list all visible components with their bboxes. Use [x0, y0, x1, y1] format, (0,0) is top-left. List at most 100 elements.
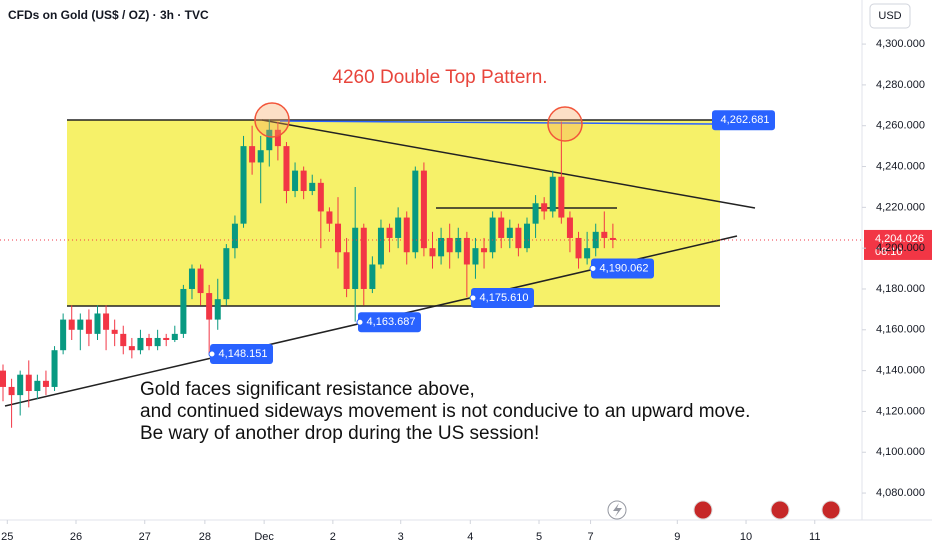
- candle-body: [481, 248, 488, 253]
- candle-body: [541, 203, 548, 212]
- candle-body: [77, 319, 84, 330]
- top-circle: [254, 102, 290, 138]
- x-tick-label: 5: [536, 531, 542, 543]
- x-tick-label: 7: [587, 531, 593, 543]
- candle-body: [42, 380, 49, 387]
- candle-body: [498, 217, 505, 238]
- descending-trendline: [261, 119, 756, 209]
- us-flag-icon[interactable]: [693, 500, 713, 520]
- analysis-text: Be wary of another drop during the US se…: [140, 423, 539, 444]
- candle-body: [163, 337, 170, 340]
- candle-body: [240, 146, 247, 224]
- candle-body: [85, 319, 92, 334]
- candle-body: [197, 268, 204, 294]
- candle-body: [34, 380, 41, 392]
- currency-box[interactable]: [869, 3, 911, 29]
- candle-body: [609, 237, 616, 240]
- y-tick-label: 4,280.000: [876, 79, 925, 91]
- candle-body: [206, 293, 213, 320]
- candle-body: [395, 217, 402, 238]
- lightning-icon: [613, 503, 622, 517]
- candle-body: [17, 374, 24, 396]
- candle-body: [266, 129, 273, 151]
- candle-body: [420, 170, 427, 249]
- candle-body: [592, 231, 599, 249]
- candle-body: [94, 313, 101, 334]
- candle-body: [566, 217, 573, 238]
- candle-body: [575, 237, 582, 259]
- candle-body: [111, 329, 118, 334]
- candle-body: [292, 170, 299, 192]
- candle-body: [188, 268, 195, 289]
- candle-body: [472, 248, 479, 265]
- candle-body: [584, 248, 591, 259]
- x-tick-label: 27: [139, 531, 151, 543]
- candle-body: [274, 129, 281, 147]
- candle-body: [309, 182, 316, 192]
- y-tick-label: 4,100.000: [876, 446, 925, 458]
- price-label: 4,175.610: [480, 292, 529, 304]
- candle-body: [51, 350, 58, 387]
- candle-body: [283, 146, 290, 192]
- price-label-box: [591, 258, 654, 279]
- candle-body: [343, 252, 350, 289]
- candle-body: [601, 231, 608, 238]
- analysis-text: and continued sideways movement is not c…: [140, 401, 750, 422]
- price-label-box: [358, 312, 421, 333]
- y-tick-label: 4,220.000: [876, 201, 925, 213]
- x-tick-label: 11: [809, 531, 820, 543]
- y-tick-label: 4,200.000: [876, 242, 925, 254]
- candle-body: [403, 217, 410, 253]
- y-tick-label: 4,120.000: [876, 405, 925, 417]
- x-tick-label: 9: [674, 531, 680, 543]
- candle-body: [180, 288, 187, 334]
- currency[interactable]: USD: [878, 10, 901, 22]
- price-label-box: [471, 287, 534, 308]
- candle-body: [300, 170, 307, 192]
- top-circle: [547, 106, 583, 142]
- price-point: [208, 350, 216, 358]
- candle-body: [137, 337, 144, 351]
- x-tick-label: 3: [398, 531, 404, 543]
- x-tick-label: 26: [70, 531, 82, 543]
- candle-body: [506, 227, 513, 238]
- candle-body: [352, 227, 359, 289]
- candle-body: [223, 248, 230, 300]
- candle-body: [231, 223, 238, 249]
- candle-body: [558, 176, 565, 218]
- y-tick-label: 4,260.000: [876, 120, 925, 132]
- y-tick-label: 4,180.000: [876, 283, 925, 295]
- candle-body: [455, 237, 462, 253]
- candle-body: [326, 211, 333, 224]
- candle-body: [369, 264, 376, 289]
- y-tick-label: 4,300.000: [876, 38, 925, 50]
- us-flag-icon[interactable]: [821, 500, 841, 520]
- x-tick-label: 2: [330, 531, 336, 543]
- candle-body: [360, 227, 367, 289]
- chart-title: CFDs on Gold (US$ / OZ) · 3h · TVC: [8, 8, 209, 22]
- x-tick-label: Dec: [254, 531, 274, 543]
- candle-body: [171, 333, 178, 340]
- candle-body: [214, 299, 221, 320]
- candle-body: [438, 237, 445, 257]
- price-label: 4,148.151: [219, 348, 268, 360]
- candle-body: [523, 223, 530, 249]
- price-label-box: [210, 343, 273, 364]
- candle-body: [515, 227, 522, 249]
- candle-body: [446, 237, 453, 253]
- candle-body: [386, 227, 393, 238]
- candle-body: [317, 182, 324, 212]
- candle-body: [463, 237, 470, 265]
- y-tick-label: 4,240.000: [876, 160, 925, 172]
- candle-body: [146, 337, 153, 347]
- price-label: 4,190.062: [600, 262, 649, 274]
- candle-body: [257, 150, 264, 163]
- candle-body: [60, 319, 67, 351]
- candle-body: [8, 386, 15, 396]
- us-flag-icon[interactable]: [770, 500, 790, 520]
- countdown-label: 08:10: [875, 246, 903, 258]
- y-tick-label: 4,080.000: [876, 487, 925, 499]
- candle-body: [377, 227, 384, 265]
- candle-body: [489, 217, 496, 253]
